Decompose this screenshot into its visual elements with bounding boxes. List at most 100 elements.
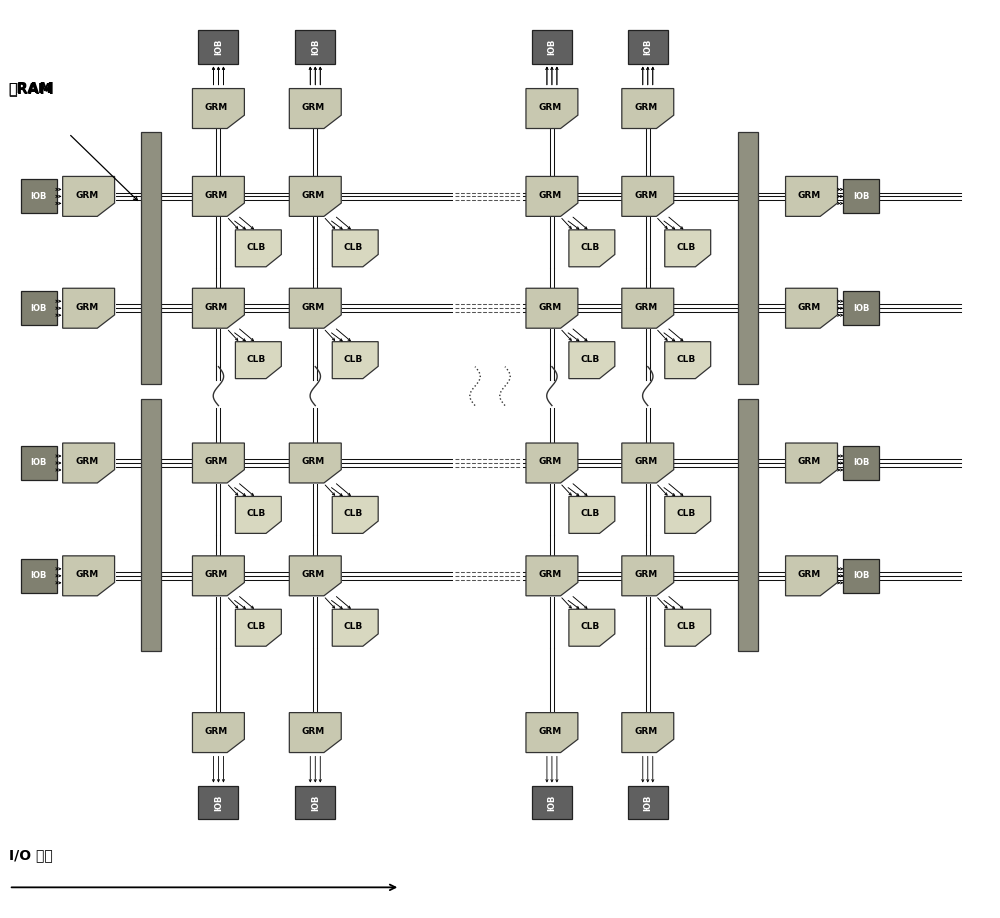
Text: GRM: GRM	[302, 303, 325, 312]
Text: GRM: GRM	[538, 103, 562, 112]
Bar	[295, 786, 335, 820]
Polygon shape	[289, 443, 341, 483]
Bar	[295, 29, 335, 63]
Text: GRM: GRM	[634, 303, 657, 312]
Text: 块RAM: 块RAM	[9, 81, 55, 96]
Polygon shape	[569, 610, 615, 646]
Polygon shape	[63, 176, 115, 217]
Polygon shape	[63, 556, 115, 596]
Polygon shape	[622, 88, 674, 129]
Text: GRM: GRM	[634, 457, 657, 466]
Text: CLB: CLB	[580, 243, 599, 252]
Text: CLB: CLB	[247, 622, 266, 632]
Polygon shape	[235, 497, 281, 533]
Text: GRM: GRM	[538, 303, 562, 312]
Bar	[738, 132, 758, 384]
Text: IOB: IOB	[31, 571, 47, 580]
Text: GRM: GRM	[205, 570, 228, 579]
Bar	[843, 291, 879, 325]
Polygon shape	[235, 341, 281, 378]
Polygon shape	[332, 610, 378, 646]
Polygon shape	[289, 88, 341, 129]
Bar	[198, 786, 238, 820]
Text: IOB: IOB	[311, 39, 320, 55]
Polygon shape	[526, 443, 578, 483]
Polygon shape	[63, 443, 115, 483]
Polygon shape	[665, 497, 711, 533]
Bar	[21, 559, 57, 593]
Text: GRM: GRM	[302, 191, 325, 200]
Text: IOB: IOB	[311, 794, 320, 811]
Bar	[843, 179, 879, 213]
Polygon shape	[526, 176, 578, 217]
Text: IOB: IOB	[31, 304, 47, 313]
Text: CLB: CLB	[247, 354, 266, 364]
Polygon shape	[192, 443, 244, 483]
Text: CLB: CLB	[676, 509, 695, 519]
Text: GRM: GRM	[205, 457, 228, 466]
Text: CLB: CLB	[580, 509, 599, 519]
Text: GRM: GRM	[538, 727, 562, 736]
Polygon shape	[622, 443, 674, 483]
Polygon shape	[526, 556, 578, 596]
Bar	[532, 786, 572, 820]
Polygon shape	[235, 230, 281, 267]
Bar	[141, 399, 161, 651]
Polygon shape	[622, 176, 674, 217]
Bar	[21, 446, 57, 480]
Text: GRM: GRM	[302, 457, 325, 466]
Polygon shape	[665, 230, 711, 267]
Polygon shape	[569, 341, 615, 378]
Bar	[843, 446, 879, 480]
Text: GRM: GRM	[538, 457, 562, 466]
Text: GRM: GRM	[302, 103, 325, 112]
Bar	[141, 132, 161, 384]
Text: CLB: CLB	[580, 354, 599, 364]
Polygon shape	[192, 288, 244, 329]
Text: GRM: GRM	[75, 303, 98, 312]
Polygon shape	[235, 610, 281, 646]
Polygon shape	[332, 497, 378, 533]
Text: IOB: IOB	[643, 39, 652, 55]
Polygon shape	[786, 556, 837, 596]
Text: GRM: GRM	[75, 457, 98, 466]
Polygon shape	[786, 176, 837, 217]
Text: IOB: IOB	[853, 458, 870, 467]
Text: IOB: IOB	[31, 458, 47, 467]
Polygon shape	[665, 610, 711, 646]
Text: IOB: IOB	[853, 571, 870, 580]
Text: GRM: GRM	[798, 303, 821, 312]
Polygon shape	[786, 443, 837, 483]
Bar	[628, 29, 668, 63]
Text: CLB: CLB	[344, 243, 363, 252]
Polygon shape	[526, 88, 578, 129]
Polygon shape	[63, 288, 115, 329]
Text: IOB: IOB	[643, 794, 652, 811]
Text: GRM: GRM	[634, 570, 657, 579]
Text: CLB: CLB	[580, 622, 599, 632]
Polygon shape	[569, 497, 615, 533]
Polygon shape	[289, 712, 341, 753]
Text: GRM: GRM	[205, 103, 228, 112]
Text: IOB: IOB	[853, 304, 870, 313]
Polygon shape	[192, 556, 244, 596]
Text: CLB: CLB	[676, 243, 695, 252]
Text: GRM: GRM	[538, 191, 562, 200]
Text: GRM: GRM	[75, 191, 98, 200]
Text: CLB: CLB	[247, 243, 266, 252]
Bar	[843, 559, 879, 593]
Text: GRM: GRM	[538, 570, 562, 579]
Polygon shape	[569, 230, 615, 267]
Text: GRM: GRM	[798, 457, 821, 466]
Polygon shape	[289, 288, 341, 329]
Polygon shape	[192, 712, 244, 753]
Text: CLB: CLB	[344, 622, 363, 632]
Polygon shape	[526, 288, 578, 329]
Text: GRM: GRM	[634, 103, 657, 112]
Polygon shape	[332, 341, 378, 378]
Polygon shape	[192, 176, 244, 217]
Text: CLB: CLB	[676, 622, 695, 632]
Text: IOB: IOB	[214, 39, 223, 55]
Polygon shape	[289, 176, 341, 217]
Text: GRM: GRM	[205, 191, 228, 200]
